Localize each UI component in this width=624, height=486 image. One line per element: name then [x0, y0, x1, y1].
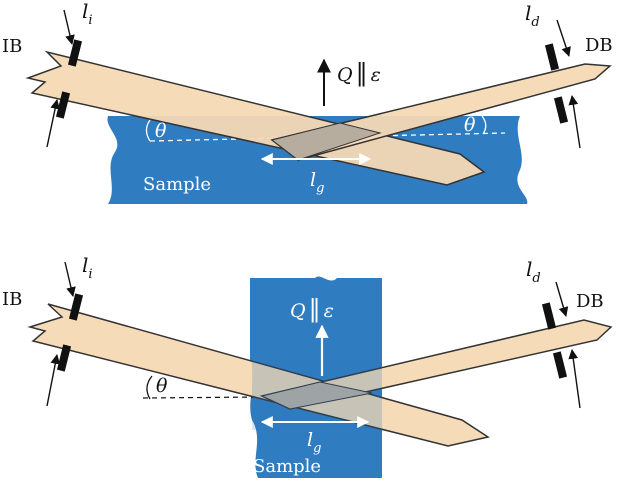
- top-li-arrow-bottom: [46, 99, 60, 148]
- bottom-q-polarization-label: Q ‖ ε: [290, 295, 334, 324]
- top-ld-arrow-bottom: [568, 95, 581, 149]
- top-q-polarization-label: Q ‖ ε: [337, 59, 381, 88]
- bottom-li-label: li: [82, 253, 93, 282]
- bottom-incident-beam-label: IB: [2, 289, 22, 310]
- bottom-incident-beam: [27, 303, 490, 447]
- bottom-sample-label: Sample: [253, 456, 321, 477]
- top-diffracted-beam-label: DB: [585, 35, 613, 56]
- top-sample-label: Sample: [143, 174, 211, 195]
- bottom-overlap-region: [260, 381, 373, 410]
- top-footprint-label: lg: [310, 169, 324, 196]
- bottom-li-arrow-top: [64, 261, 76, 297]
- bottom-footprint-label: lg: [307, 429, 321, 456]
- top-incident-slit-lower: [55, 91, 71, 119]
- top-diffracted-slit-lower: [553, 96, 569, 124]
- bottom-diffracted-slit-lower: [552, 351, 568, 379]
- top-angle-arc-right: [481, 115, 487, 135]
- top-li-arrow-top: [63, 9, 75, 45]
- bottom-ld-arrow-top: [555, 281, 569, 317]
- bottom-beam-through-sample-shade: [252, 360, 382, 430]
- top-angle-arc-left: [145, 119, 151, 142]
- bottom-ld-label: ld: [526, 257, 541, 286]
- top-incident-slit-upper: [67, 39, 83, 67]
- bottom-incident-slit-upper: [68, 293, 84, 321]
- bottom-li-arrow-bottom: [46, 354, 61, 407]
- top-li-label: li: [82, 0, 93, 28]
- bottom-panel: IB DB li ld Q ‖ ε θ lg Sample: [2, 253, 613, 478]
- bottom-ld-arrow-bottom: [568, 349, 581, 409]
- top-ld-label: ld: [525, 1, 540, 30]
- bottom-angle-left-label: θ: [156, 375, 168, 397]
- bottom-diffracted-beam-label: DB: [576, 291, 604, 312]
- bottom-surface-dashed-line: [142, 396, 263, 399]
- bottom-angle-arc-left: [146, 375, 153, 400]
- bottom-diffracted-slit-upper: [541, 302, 557, 330]
- top-angle-right-label: θ: [464, 114, 476, 136]
- top-diffracted-slit-upper: [544, 43, 560, 71]
- top-incident-beam-label: IB: [2, 36, 22, 57]
- top-ld-arrow-top: [556, 19, 571, 57]
- top-angle-left-label: θ: [155, 120, 167, 142]
- top-incident-beam: [25, 50, 486, 186]
- bottom-incident-slit-lower: [56, 344, 72, 372]
- top-panel: IB DB li ld Q ‖ ε θ θ lg Sample: [2, 0, 613, 204]
